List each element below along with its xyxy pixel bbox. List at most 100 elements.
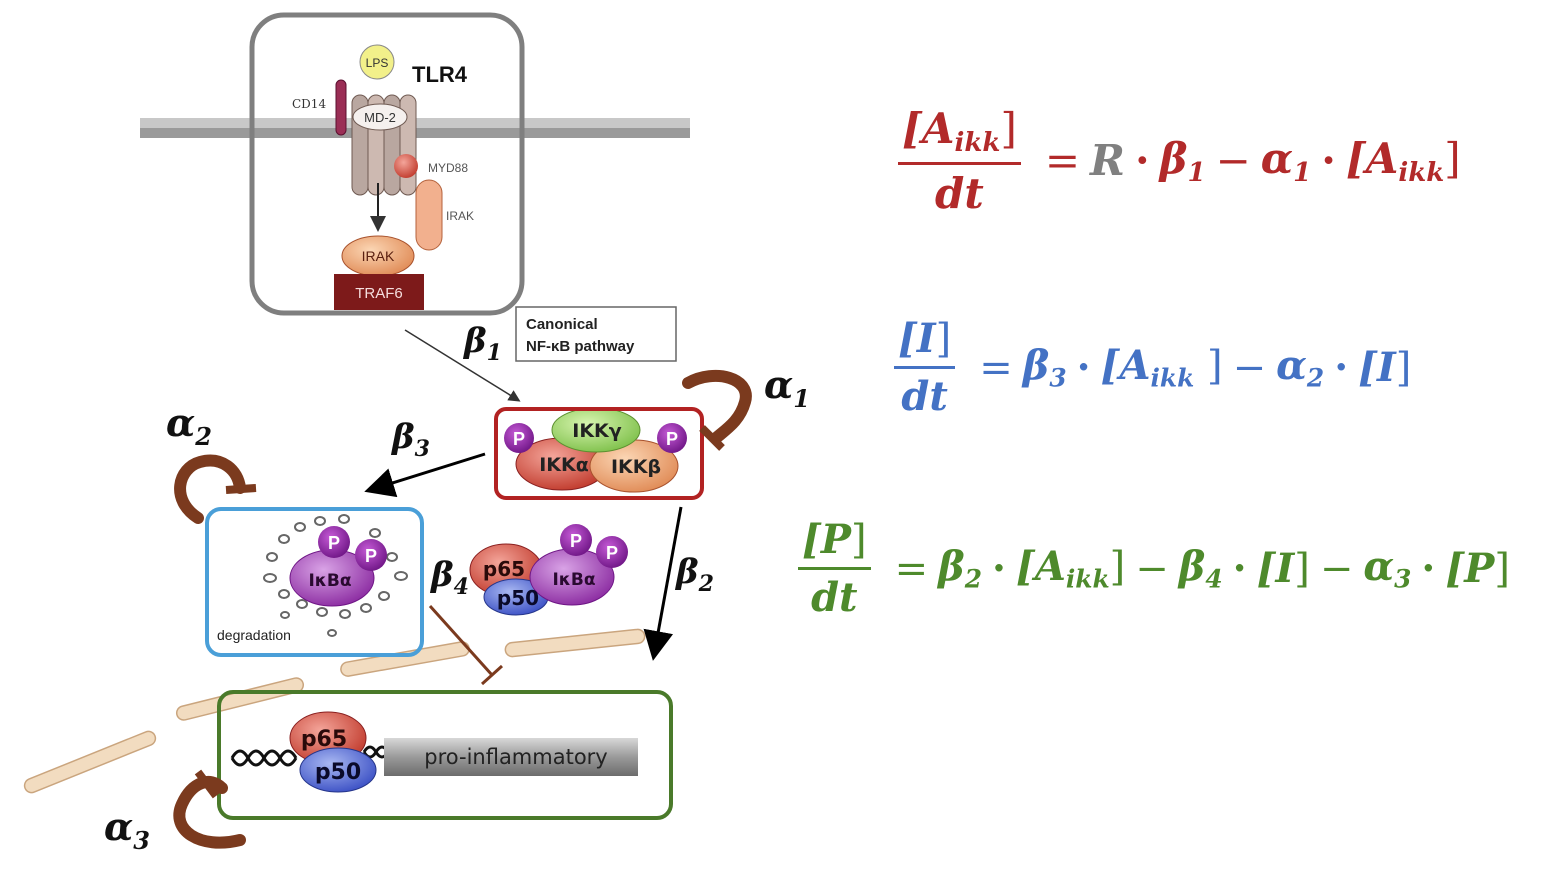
term-symbol: [I <box>1256 545 1295 592</box>
term-subscript: 3 <box>1394 564 1412 594</box>
term-subscript: ikk <box>1398 157 1445 188</box>
equation-numerator: [I] <box>894 315 955 366</box>
equation-term: [I] <box>1257 545 1310 592</box>
alpha2-decay-loop <box>174 454 257 524</box>
ikba-phospho-2: P <box>365 546 377 566</box>
equation-operator: − <box>1215 136 1251 186</box>
term-subscript: 1 <box>1293 157 1312 188</box>
term-subscript: 2 <box>1306 363 1325 393</box>
term-subscript: 2 <box>964 564 982 594</box>
equation-operator: = <box>894 545 929 592</box>
equation-dot: · <box>1232 545 1247 592</box>
equation-dot: · <box>1334 344 1349 391</box>
irak-side-label: IRAK <box>446 209 474 223</box>
term-symbol: β <box>938 543 965 591</box>
numerator-close: ] <box>935 316 952 362</box>
term-symbol: [A <box>1015 543 1066 591</box>
equation-term: [P] <box>1445 545 1510 592</box>
equation-dot: · <box>1076 344 1091 391</box>
equation-p65: [P] dt = β2 · [Aikk] − β4 · [I] − α3 · [P] <box>798 516 1510 621</box>
receptor-label: TLR4 <box>412 62 468 87</box>
irak-label: IRAK <box>362 248 395 264</box>
equation-term: β3 <box>1023 342 1067 392</box>
equation-dot: · <box>1421 545 1436 592</box>
equation-fraction: [I] dt <box>894 315 956 420</box>
ikba-degradation <box>263 514 408 637</box>
ikk-phospho-left: P <box>513 429 525 449</box>
term-symbol: α <box>1276 342 1307 390</box>
cyto-phospho-1: P <box>570 531 582 551</box>
ikk-alpha-label: IKKα <box>539 454 589 476</box>
beta3-label: β3 <box>390 417 430 462</box>
equation-dot: · <box>991 545 1006 592</box>
equation-term: [Aikk] <box>1346 134 1461 188</box>
term-subscript: ikk <box>1065 564 1110 594</box>
equation-term: α3 <box>1363 543 1411 593</box>
numerator-open: [P <box>802 516 852 563</box>
gene-transcription <box>230 711 638 793</box>
ikk-box <box>494 407 704 500</box>
nuclear-p65-label: p65 <box>301 727 347 752</box>
equation-operator: − <box>1135 545 1169 592</box>
term-symbol: α <box>1363 543 1395 591</box>
equation-operator: − <box>1232 344 1267 391</box>
equation-dot: · <box>1321 136 1336 186</box>
fraction-bar <box>798 567 871 570</box>
alpha3-decay-loop <box>173 769 246 849</box>
fraction-bar <box>894 366 956 369</box>
equation-denominator: dt <box>901 373 948 420</box>
beta4-label: β4 <box>429 555 469 600</box>
numerator-open: [A <box>902 104 955 153</box>
ikk-phospho-right: P <box>666 429 678 449</box>
term-close: ] <box>1395 345 1412 391</box>
ikk-beta-label: IKKβ <box>611 456 661 478</box>
alpha1-label: α1 <box>764 362 810 413</box>
cyto-phospho-2: P <box>606 543 618 563</box>
term-symbol: [I <box>1358 344 1396 391</box>
nuclear-p50-label: p50 <box>315 760 361 785</box>
term-close: ] <box>1294 546 1310 592</box>
equation-term: β4 <box>1179 543 1223 593</box>
nucleus-box <box>217 690 673 820</box>
equation-operator: = <box>1044 136 1081 186</box>
term-symbol: [A <box>1345 134 1399 183</box>
term-close: ] <box>1494 546 1510 592</box>
degradation-label: degradation <box>217 627 291 643</box>
ikk-gamma-label: IKKγ <box>572 420 622 442</box>
ikba-box <box>205 507 424 657</box>
term-close: ] <box>1194 343 1223 390</box>
cd14-label: CD14 <box>292 97 326 111</box>
term-subscript: 4 <box>1205 564 1223 594</box>
equation-numerator: [P] <box>798 516 871 567</box>
term-symbol: [P <box>1445 545 1495 592</box>
equation-term: [Aikk] <box>1016 543 1125 593</box>
pathway-label-line1: Canonical <box>526 316 598 333</box>
ikk-complex <box>504 407 687 493</box>
numerator-close: ] <box>851 517 867 563</box>
beta1-arrow <box>404 329 521 402</box>
term-subscript: 3 <box>1049 363 1067 393</box>
cyto-p65-label: p65 <box>483 557 525 581</box>
cyto-ikba-label: IκBα <box>552 570 595 590</box>
term-symbol: β <box>1159 134 1188 183</box>
beta1-label: β1 <box>462 321 502 366</box>
term-symbol: R <box>1090 136 1125 186</box>
equation-term: R <box>1090 136 1125 185</box>
beta2-label: β2 <box>674 552 714 597</box>
equation-operator: − <box>1319 545 1354 592</box>
lps-label: LPS <box>366 56 389 70</box>
term-symbol: β <box>1022 342 1050 390</box>
nfkb-ikba-complex <box>469 524 628 616</box>
gene-label: pro-inflammatory <box>424 745 607 769</box>
equation-term: α1 <box>1261 134 1311 188</box>
equation-term: [Aikk ] <box>1101 342 1223 392</box>
equation-ikba: [I] dt = β3 · [Aikk ] − α2 · [I] <box>894 315 1411 420</box>
equation-denominator: dt <box>811 574 858 621</box>
receptor-box <box>249 12 525 316</box>
ikba-phospho-1: P <box>328 533 340 553</box>
myd88-label: MYD88 <box>428 161 468 175</box>
fraction-bar <box>898 161 1021 165</box>
tlr4-receptor <box>334 44 443 310</box>
beta4-inhibition <box>428 604 504 686</box>
